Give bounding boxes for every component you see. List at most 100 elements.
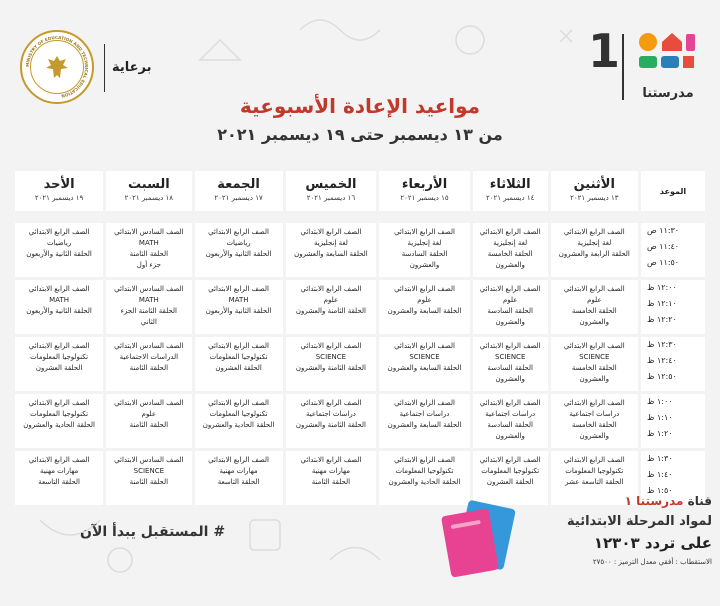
lesson-line: تكنولوجيا المعلومات — [565, 467, 624, 475]
lesson-line: دراسات اجتماعية — [399, 410, 450, 418]
lesson-cell: الصف السادس الابتدائي الدراسات الاجتماعية… — [106, 337, 192, 391]
lesson-cell: الصف الرابع الابتدائي دراسات اجتماعية الحل… — [285, 394, 377, 448]
logo-name: مدرستنا — [642, 86, 694, 101]
lesson-line: الصف الرابع الابتدائي — [394, 285, 455, 293]
lesson-line: الصف السادس الابتدائي — [114, 456, 184, 464]
lesson-line: علوم — [502, 296, 518, 304]
lesson-line: الحلقة الخامسة — [487, 250, 533, 258]
time-slot: ١:٢٠ ظ — [647, 429, 673, 438]
time-column-header: الموعد — [641, 171, 705, 211]
time-slot-cell: ١١:٣٠ ص ١١:٤٠ ص ١١:٥٠ ص — [641, 223, 705, 277]
time-slot: ١:٥٠ ظ — [647, 486, 673, 495]
page-title: مواعيد الإعادة الأسبوعية — [239, 94, 481, 118]
lesson-line: رياضيات — [46, 239, 72, 247]
lesson-line: الصف الرابع الابتدائي — [479, 228, 541, 236]
lesson-cell: الصف الرابع الابتدائي دراسات اجتماعية الحل… — [550, 394, 638, 448]
lesson-line: الصف السادس الابتدائي — [114, 285, 184, 293]
lesson-line: والعشرون — [409, 261, 440, 269]
day-date: ١٧ ديسمبر ٢٠٢١ — [214, 194, 263, 202]
lesson-line: لغة إنجليزية — [577, 239, 612, 247]
day-name: الثلاثاء — [489, 177, 531, 192]
lesson-cell: الصف الرابع الابتدائي SCIENCE الحلقة الساب… — [379, 337, 470, 391]
lesson-cell: الصف الرابع الابتدائي مهارات مهنية الحلقة … — [194, 451, 283, 505]
lesson-line: الحلقة الثامنة — [129, 421, 169, 429]
lesson-line: الصف الرابع الابتدائي — [563, 228, 625, 236]
lesson-line: دراسات اجتماعية — [305, 410, 356, 418]
day-date: ١٣ ديسمبر ٢٠٢١ — [570, 194, 619, 202]
lesson-line: تكنولوجيا المعلومات — [30, 410, 89, 418]
lesson-line: الصف الرابع الابتدائي — [28, 399, 90, 407]
schedule-table: الموعد الأثنين ١٣ ديسمبر ٢٠٢١ الثلاثاء ١٤ دي… — [12, 168, 708, 508]
lesson-line: الصف الرابع الابتدائي — [208, 285, 269, 293]
lesson-cell: الصف الرابع الابتدائي تكنولوجيا المعلومات… — [472, 451, 548, 505]
day-name: الأربعاء — [401, 177, 448, 192]
lesson-line: الصف الرابع الابتدائي — [208, 228, 269, 236]
lesson-line: تكنولوجيا المعلومات — [481, 467, 540, 475]
lesson-cell: الصف الرابع الابتدائي لغة إنجليزية الحلقة … — [379, 223, 470, 277]
lesson-line: الحلقة الرابعة والعشرون — [558, 250, 630, 258]
lesson-cell: الصف الرابع الابتدائي دراسات اجتماعية الحل… — [472, 394, 548, 448]
lesson-line: الصف السادس الابتدائي — [114, 399, 184, 407]
time-slot: ١٢:٢٠ ظ — [647, 315, 677, 324]
lesson-line: الحلقة الثامنة — [129, 250, 169, 258]
lesson-line: الدراسات الاجتماعية — [119, 353, 179, 361]
lesson-line: الحلقة الثامنة — [129, 478, 169, 486]
lesson-line: الصف الرابع الابتدائي — [300, 399, 362, 407]
day-date: ١٨ ديسمبر ٢٠٢١ — [124, 194, 174, 202]
lesson-line: الصف الرابع الابتدائي — [479, 342, 541, 350]
lesson-cell: الصف الرابع الابتدائي علوم الحلقة السادسة و… — [472, 280, 548, 334]
lesson-cell: الصف الرابع الابتدائي علوم الحلقة الخامسة و… — [550, 280, 638, 334]
lesson-line: لغة إنجليزية — [407, 239, 442, 247]
day-header: السبت ١٨ ديسمبر ٢٠٢١ — [106, 171, 192, 211]
lesson-line: والعشرون — [495, 432, 525, 440]
lesson-line: دراسات اجتماعية — [485, 410, 536, 418]
lesson-line: الصف الرابع الابتدائي — [563, 285, 625, 293]
lesson-line: الحلقة الخامسة — [571, 307, 617, 315]
lesson-cell: الصف الرابع الابتدائي رياضيات الحلقة الثان… — [194, 223, 283, 277]
lesson-line: الحلقة التاسعة — [217, 478, 260, 486]
lesson-line: والعشرون — [579, 375, 610, 383]
lesson-line: علوم — [417, 296, 432, 304]
time-slot: ١:٤٠ ظ — [647, 470, 673, 479]
schedule-row: ١٢:٠٠ ظ ١٢:١٠ ظ ١٢:٢٠ ظ الصف الرابع الابتدا… — [15, 280, 705, 334]
time-slot: ١١:٣٠ ص — [647, 226, 680, 235]
channel-frequency: على تردد ١٢٣٠٣ — [593, 534, 712, 552]
lesson-line: الصف الرابع الابتدائي — [394, 228, 455, 236]
time-slot: ١:٣٠ ظ — [647, 454, 673, 463]
lesson-cell: الصف الرابع الابتدائي علوم الحلقة الثامنة … — [285, 280, 377, 334]
lesson-line: الحلقة السابعة والعشرون — [294, 250, 368, 258]
lesson-cell: الصف الرابع الابتدائي تكنولوجيا المعلومات… — [379, 451, 470, 505]
lesson-line: الحلقة الثامنة والعشرون — [295, 307, 366, 315]
day-name: السبت — [128, 177, 170, 192]
lesson-line: علوم — [323, 296, 339, 304]
lesson-line: الحلقة الحادية والعشرون — [388, 478, 461, 486]
lesson-cell: الصف الرابع الابتدائي SCIENCE الحلقة الخام… — [550, 337, 638, 391]
day-date: ١٦ ديسمبر ٢٠٢١ — [306, 194, 356, 202]
lesson-line: الحلقة العشرون — [215, 364, 262, 372]
schedule-row: ١٢:٣٠ ظ ١٢:٤٠ ظ ١٢:٥٠ ظ الصف الرابع الابتدا… — [15, 337, 705, 391]
lesson-line: دراسات اجتماعية — [569, 410, 620, 418]
lesson-line: MATH — [138, 239, 159, 247]
day-name: الأثنين — [573, 177, 615, 192]
lesson-cell: الصف الرابع الابتدائي MATH الحلقة الثانية … — [194, 280, 283, 334]
lesson-line: الحلقة السادسة — [487, 307, 533, 315]
lesson-line: SCIENCE — [315, 353, 347, 361]
schedule-row: ١:٠٠ ظ ١:١٠ ظ ١:٢٠ ظ الصف الرابع الابتدائي د… — [15, 394, 705, 448]
lesson-line: SCIENCE — [579, 353, 610, 361]
time-slot-cell: ١:٣٠ ظ ١:٤٠ ظ ١:٥٠ ظ — [641, 451, 705, 505]
lesson-line: الصف الرابع الابتدائي — [563, 456, 625, 464]
schedule-row: ١:٣٠ ظ ١:٤٠ ظ ١:٥٠ ظ الصف الرابع الابتدائي ت… — [15, 451, 705, 505]
lesson-line: الحلقة الثامنة والعشرون — [295, 364, 366, 372]
sponsor-divider — [104, 44, 105, 92]
header: MINISTRY OF EDUCATION AND TECHNICAL EDUC… — [0, 0, 720, 170]
lesson-line: جزء أول — [136, 261, 161, 269]
lesson-cell: الصف الرابع الابتدائي مهارات مهنية الحلقة … — [15, 451, 104, 505]
lesson-line: الصف الرابع الابتدائي — [479, 285, 541, 293]
lesson-line: الحلقة السادسة — [487, 421, 533, 429]
time-slot: ١١:٥٠ ص — [647, 258, 680, 267]
lesson-cell: الصف الرابع الابتدائي تكنولوجيا المعلومات… — [194, 394, 283, 448]
lesson-line: SCIENCE — [495, 353, 526, 361]
lesson-line: الحلقة الثانية والأربعون — [26, 307, 92, 315]
lesson-line: الحلقة التاسعة — [38, 478, 80, 486]
lesson-line: والعشرون — [579, 318, 610, 326]
